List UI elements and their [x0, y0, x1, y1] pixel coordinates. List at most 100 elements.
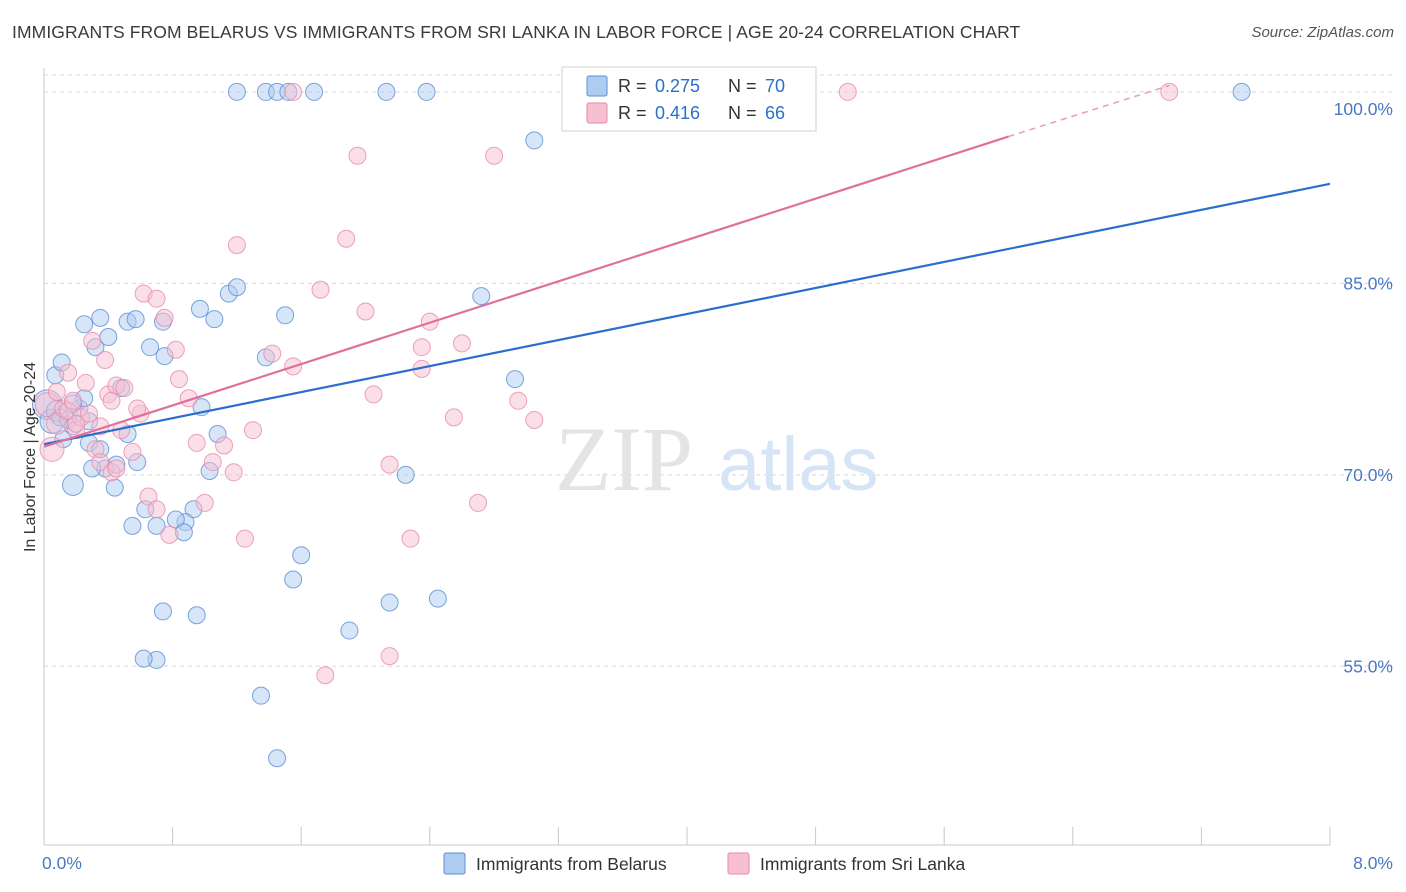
point-belarus-43 [166, 510, 185, 529]
point-belarus-52 [292, 546, 311, 565]
legend-label-srilanka: Immigrants from Sri Lanka [760, 854, 965, 874]
point-belarus-54 [428, 589, 447, 608]
point-srilanka-60 [67, 414, 86, 433]
x-tick-labels: 0.0% 8.0% [42, 853, 1393, 873]
point-srilanka-63 [80, 404, 99, 423]
y-axis-label: In Labor Force | Age 20-24 [22, 362, 39, 552]
point-srilanka-17 [115, 379, 134, 398]
legend-n-label-1: N = [728, 76, 757, 96]
point-srilanka-49 [444, 408, 463, 427]
legend-swatch-srilanka [586, 102, 608, 124]
point-belarus-46 [227, 278, 246, 297]
point-srilanka-28 [155, 308, 174, 327]
point-belarus-26 [75, 315, 94, 334]
y-tick-label-2: 85.0% [1343, 273, 1393, 293]
stats-legend: R = 0.275 N = 70 R = 0.416 N = 66 [561, 66, 817, 132]
point-srilanka-9 [83, 331, 102, 350]
legend-n-value-belarus: 70 [765, 76, 785, 96]
point-srilanka-5 [63, 391, 82, 410]
point-srilanka-41 [311, 280, 330, 299]
y-tick-label-3: 100.0% [1334, 99, 1393, 119]
legend-swatch-srilanka-bottom [727, 852, 750, 875]
trend-line-srilanka-extension [1008, 84, 1170, 138]
point-belarus-68 [417, 82, 436, 101]
point-srilanka-55 [485, 146, 504, 165]
point-srilanka-39 [263, 344, 282, 363]
point-srilanka-36 [224, 463, 243, 482]
point-belarus-58 [268, 749, 287, 768]
point-srilanka-51 [509, 391, 528, 410]
point-srilanka-57 [380, 647, 399, 666]
point-srilanka-52 [525, 410, 544, 429]
point-belarus-51 [396, 465, 415, 484]
point-belarus-16 [105, 478, 124, 497]
point-belarus-70 [1232, 82, 1251, 101]
point-srilanka-33 [195, 493, 214, 512]
point-srilanka-18 [123, 442, 142, 461]
y-tick-labels: 55.0% 70.0% 85.0% 100.0% [1334, 99, 1393, 676]
point-belarus-49 [472, 287, 491, 306]
point-belarus-53 [380, 593, 399, 612]
point-srilanka-61 [59, 363, 78, 382]
point-srilanka-32 [187, 433, 206, 452]
watermark-atlas: atlas [718, 422, 879, 507]
point-srilanka-65 [284, 82, 303, 101]
point-srilanka-38 [243, 421, 262, 440]
legend-r-label-1: R = [618, 76, 647, 96]
point-belarus-41 [190, 299, 209, 318]
trend-line-srilanka [43, 135, 1009, 448]
point-srilanka-20 [139, 487, 158, 506]
point-srilanka-44 [364, 385, 383, 404]
point-belarus-28 [91, 308, 110, 327]
point-srilanka-35 [215, 436, 234, 455]
point-belarus-31 [126, 310, 145, 329]
point-belarus-59 [284, 570, 303, 589]
point-srilanka-34 [203, 453, 222, 472]
legend-n-label-2: N = [728, 103, 757, 123]
point-belarus-67 [377, 82, 396, 101]
point-belarus-20 [141, 338, 160, 357]
point-belarus-44 [153, 602, 172, 621]
point-srilanka-21 [147, 500, 166, 519]
point-srilanka-42 [337, 229, 356, 248]
point-srilanka-14 [102, 391, 121, 410]
point-srilanka-54 [348, 146, 367, 165]
point-srilanka-45 [380, 455, 399, 474]
legend-n-value-srilanka: 66 [765, 103, 785, 123]
point-srilanka-37 [235, 529, 254, 548]
point-srilanka-47 [412, 338, 431, 357]
x-tick-label-1: 8.0% [1353, 853, 1393, 873]
point-belarus-27 [99, 327, 118, 346]
point-srilanka-30 [170, 370, 189, 389]
watermark: ZIP atlas [555, 408, 879, 510]
point-srilanka-8 [76, 373, 95, 392]
point-srilanka-46 [401, 529, 420, 548]
legend-swatch-belarus [586, 75, 608, 97]
legend-r-value-srilanka: 0.416 [655, 103, 700, 123]
point-belarus-57 [252, 686, 271, 705]
y-tick-label-0: 55.0% [1343, 656, 1393, 676]
point-srilanka-59 [452, 334, 471, 353]
x-tick-label-0: 0.0% [42, 853, 82, 873]
legend-label-belarus: Immigrants from Belarus [476, 854, 667, 874]
point-belarus-33 [62, 474, 84, 496]
axes [43, 68, 1331, 846]
grid-lines [44, 74, 1395, 667]
trend-lines [43, 84, 1331, 448]
point-srilanka-67 [1160, 82, 1179, 101]
point-srilanka-50 [469, 493, 488, 512]
point-belarus-66 [305, 82, 324, 101]
legend-r-label-2: R = [618, 103, 647, 123]
y-tick-label-1: 70.0% [1343, 465, 1393, 485]
watermark-zip: ZIP [555, 408, 693, 510]
point-srilanka-62 [47, 382, 66, 401]
legend-r-value-belarus: 0.275 [655, 76, 700, 96]
point-srilanka-22 [160, 525, 179, 544]
point-srilanka-23 [91, 453, 110, 472]
point-srilanka-64 [107, 459, 126, 478]
point-belarus-50 [505, 370, 524, 389]
point-srilanka-56 [316, 666, 335, 685]
point-srilanka-12 [96, 350, 115, 369]
point-srilanka-66 [838, 82, 857, 101]
